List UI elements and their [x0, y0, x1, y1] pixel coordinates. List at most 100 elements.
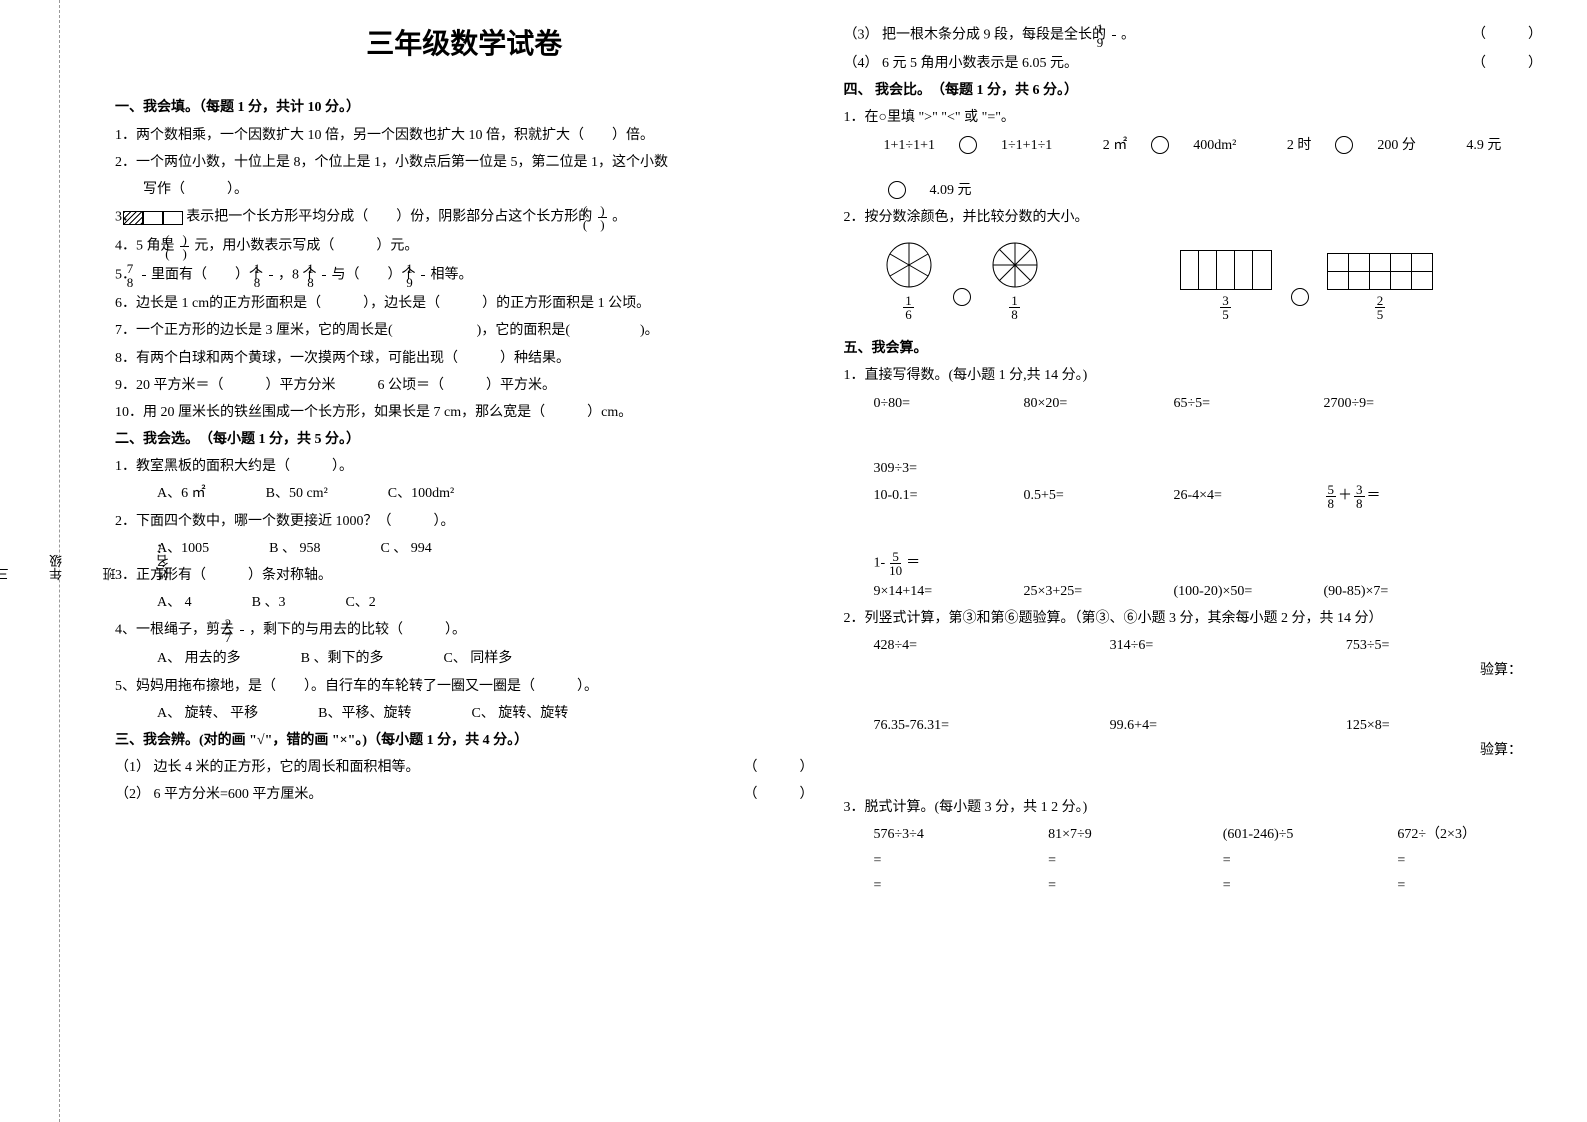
- s2-q3-b: B 、3: [252, 590, 286, 615]
- o2: 81×7÷9: [1048, 822, 1193, 847]
- circle-blank-6[interactable]: [1291, 288, 1309, 306]
- s2-q5-opts: A、 旋转、 平移 B、平移、旋转 C、 旋转、旋转: [115, 701, 814, 726]
- eq-b3: =: [1223, 873, 1368, 898]
- eq-b4: =: [1397, 873, 1542, 898]
- side-grade-3: 三: [0, 534, 15, 589]
- plus: ＋: [1338, 489, 1352, 504]
- s5-q3: 3．脱式计算。(每小题 3 分，共 1 2 分。): [844, 795, 1543, 820]
- cmp-1r: 1÷1+1÷1: [1001, 133, 1052, 158]
- circle-blank-2[interactable]: [1151, 136, 1169, 154]
- s2-q4: 4、一根绳子，剪去 27 ，剩下的与用去的比较（ ）。: [115, 617, 814, 644]
- s2-q2-c: C 、 994: [380, 536, 431, 561]
- c1-5: 309÷3=: [874, 456, 984, 481]
- eq-a2: =: [1048, 848, 1193, 873]
- s1-q8: 8．有两个白球和两个黄球，一次摸两个球，可能出现（ ）种结果。: [115, 346, 814, 371]
- frac-3-5: 35: [1220, 294, 1231, 321]
- s1-q5-d: 与（ ）个: [332, 268, 416, 283]
- s1-q2b: 写作（ ）。: [115, 177, 814, 202]
- v4: 76.35-76.31=: [874, 713, 1070, 793]
- frac-5-8: 58: [1326, 483, 1337, 510]
- s2-q1-b: B、50 cm²: [266, 481, 328, 506]
- s3-q3: （3） 把一根木条分成 9 段，每段是全长的 19 。 （ ）: [844, 22, 1543, 49]
- c3-3: (100-20)×50=: [1174, 579, 1284, 604]
- c2-4: 58＋38＝: [1324, 483, 1434, 510]
- s2-q5-b: B、平移、旋转: [318, 701, 411, 726]
- exam-page: 学校： 班级： 三 年级 班 姓名： 三年级数学试卷 一、我会填。（每题 1 分…: [0, 0, 1587, 1122]
- s2-q1: 1．教室黑板的面积大约是（ ）。: [115, 454, 814, 479]
- vert-row-1: 428÷4= 314÷6= 753÷5= 验算：: [844, 633, 1543, 713]
- cmp-2r: 400dm²: [1193, 133, 1236, 158]
- cmp-1l: 1+1÷1+1: [884, 133, 935, 158]
- o4: 672÷（2×3）: [1397, 822, 1542, 847]
- frac-7-8: 78: [142, 262, 146, 289]
- frac-2-7: 27: [240, 617, 244, 644]
- s2-q4-oc: C、 同样多: [443, 646, 512, 671]
- s1-q2a: 2．一个两位小数，十位上是 8，个位上是 1，小数点后第一位是 5，第二位是 1…: [115, 150, 814, 175]
- right-column: （3） 把一根木条分成 9 段，每段是全长的 19 。 （ ） （4） 6 元 …: [829, 20, 1558, 1102]
- yan-1: 验算：: [1346, 658, 1542, 683]
- s2-q3-opts: A、 4 B 、3 C、2: [115, 590, 814, 615]
- v6-text: 125×8=: [1346, 718, 1390, 733]
- s3-q3-a: （3） 把一根木条分成 9 段，每段是全长的: [844, 28, 1107, 43]
- one-minus: 1-: [874, 556, 886, 571]
- shapes-row: 16 18 35: [844, 240, 1543, 321]
- calc-row-1: 0÷80= 80×20= 65÷5= 2700÷9= 309÷3=: [844, 391, 1543, 481]
- circle-blank-1[interactable]: [959, 136, 977, 154]
- left-column: 三年级数学试卷 一、我会填。（每题 1 分，共计 10 分。） 1．两个数相乘，…: [100, 20, 829, 1102]
- s2-q2-b: B 、 958: [269, 536, 320, 561]
- frac-5-10: 510: [887, 550, 904, 577]
- s1-q7: 7．一个正方形的边长是 3 厘米，它的周长是( )，它的面积是( )。: [115, 318, 814, 343]
- s4-q1: 1．在○里填 ">" "<" 或 "="。: [844, 105, 1543, 130]
- side-label-strip: 学校： 班级： 三 年级 班 姓名：: [0, 0, 60, 1122]
- calc-row-2: 10-0.1= 0.5+5= 26-4×4= 58＋38＝ 1-510＝: [844, 483, 1543, 577]
- c3-4: (90-85)×7=: [1324, 579, 1434, 604]
- s3-q1-blank: （ ）: [760, 755, 813, 780]
- s2-q4-oa: A、 用去的多: [157, 646, 241, 671]
- s1-q6: 6．边长是 1 cm的正方形面积是（ ），边长是（ ）的正方形面积是 1 公顷。: [115, 291, 814, 316]
- circle-blank-5[interactable]: [953, 288, 971, 306]
- exam-title: 三年级数学试卷: [115, 20, 814, 70]
- eq-1: ＝: [1367, 489, 1381, 504]
- v6: 125×8= 验算：: [1346, 713, 1542, 793]
- frac-2-5: 25: [1375, 294, 1386, 321]
- circle-group: 16 18: [884, 240, 1040, 321]
- s2-q4-ob: B 、剩下的多: [301, 646, 384, 671]
- circle-blank-4[interactable]: [888, 181, 906, 199]
- c1-4: 2700÷9=: [1324, 391, 1434, 416]
- s5-q2: 2．列竖式计算，第③和第⑥题验算。（第③、⑥小题 3 分，其余每小题 2 分，共…: [844, 606, 1543, 631]
- frac-1-9: 19: [421, 262, 425, 289]
- v1: 428÷4=: [874, 633, 1070, 713]
- s2-q3: 3．正方形有（ ）条对称轴。: [115, 563, 814, 588]
- s2-q1-opts: A、6 ㎡ B、50 cm² C、100dm²: [115, 481, 814, 506]
- eq-a3: =: [1223, 848, 1368, 873]
- rect-5: 35: [1180, 250, 1272, 321]
- s2-q4-a: 4、一根绳子，剪去: [115, 623, 234, 638]
- c2-2: 0.5+5=: [1024, 483, 1134, 510]
- s4-comparisons: 1+1÷1+11÷1+1÷1 2 ㎡400dm² 2 时200 分 4.9 元4…: [844, 133, 1543, 203]
- s3-q1-text: （1） 边长 4 米的正方形，它的周长和面积相等。: [115, 760, 420, 775]
- v3: 753÷5= 验算：: [1346, 633, 1542, 713]
- s1-q3-mid: 表示把一个长方形平均分成（ ）份，阴影部分占这个长方形的: [186, 210, 592, 225]
- s3-q4: （4） 6 元 5 角用小数表示是 6.05 元。 （ ）: [844, 51, 1543, 76]
- s2-q5: 5、妈妈用拖布擦地，是（ ）。自行车的车轮转了一圈又一圈是（ ）。: [115, 674, 814, 699]
- s1-q4: 4．5 角是 ( )( ) 元，用小数表示写成（ ）元。: [115, 233, 814, 260]
- blank-fraction-2: ( )( ): [180, 233, 189, 260]
- s1-q5: 5． 78 里面有（ ）个 18 ，8 个 18 与（ ）个 19 相等。: [115, 262, 814, 289]
- rectangle-hatch-diagram: [140, 205, 183, 230]
- s1-q5-e: 相等。: [431, 268, 473, 283]
- cmp-4l: 4.9 元: [1466, 133, 1501, 158]
- c1-3: 65÷5=: [1174, 391, 1284, 416]
- v3-text: 753÷5=: [1346, 638, 1390, 653]
- s3-q2: （2） 6 平方分米=600 平方厘米。 （ ）: [115, 782, 814, 807]
- frac-1-9b: 19: [1112, 22, 1116, 49]
- frac-3-8: 38: [1354, 483, 1365, 510]
- yan-2: 验算：: [1346, 738, 1542, 763]
- c2-3: 26-4×4=: [1174, 483, 1284, 510]
- rect-10: 25: [1328, 254, 1433, 321]
- content-area: 三年级数学试卷 一、我会填。（每题 1 分，共计 10 分。） 1．两个数相乘，…: [60, 0, 1587, 1122]
- rect-group: 35 25: [1180, 250, 1433, 321]
- circle-blank-3[interactable]: [1335, 136, 1353, 154]
- circle-6: 16: [884, 240, 934, 321]
- s2-q1-a: A、6 ㎡: [157, 481, 206, 506]
- frac-1-8c: 18: [1009, 294, 1020, 321]
